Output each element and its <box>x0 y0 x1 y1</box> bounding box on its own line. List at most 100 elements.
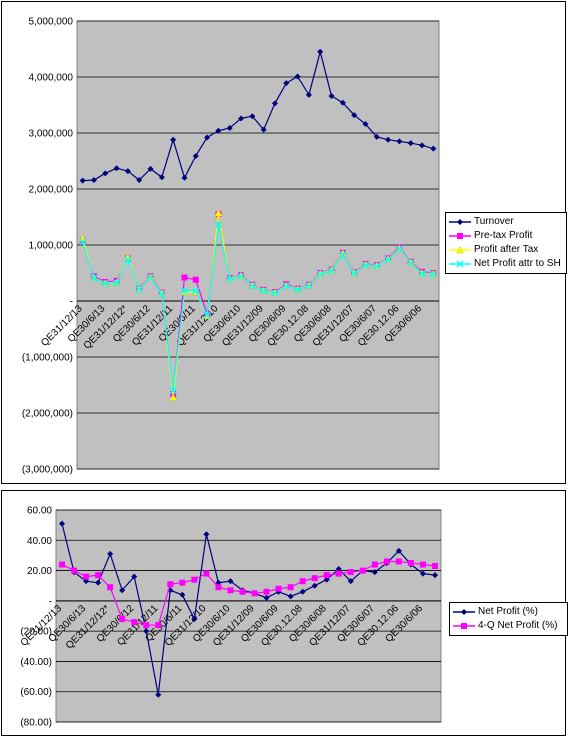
data-point <box>147 273 155 282</box>
data-point <box>119 616 126 623</box>
data-point <box>59 561 66 568</box>
data-point <box>239 588 246 595</box>
data-point <box>299 588 306 595</box>
data-point <box>83 573 90 580</box>
data-point <box>227 578 234 585</box>
data-point <box>350 270 358 278</box>
data-point <box>275 585 282 592</box>
data-point <box>249 113 256 120</box>
data-point <box>323 576 330 583</box>
legend-item-netprofit-sh: Net Profit attr to SH <box>449 257 563 271</box>
data-point <box>373 262 381 270</box>
data-point <box>135 286 143 294</box>
data-point <box>328 93 335 100</box>
data-point <box>419 570 426 577</box>
data-point <box>396 138 403 145</box>
data-point <box>143 622 150 629</box>
data-point <box>248 282 256 290</box>
series-0 <box>79 48 437 184</box>
data-point <box>323 572 330 579</box>
data-point <box>371 561 378 568</box>
data-point <box>181 274 188 281</box>
data-point <box>113 279 121 287</box>
data-point <box>226 124 233 131</box>
data-point <box>347 569 354 576</box>
data-point <box>294 286 302 294</box>
legend-key-4q-net-profit-pct <box>453 623 475 629</box>
data-point <box>407 560 414 566</box>
data-point <box>71 567 78 574</box>
data-point <box>79 238 87 246</box>
chart-panel-financials: (3,000,000) (2,000,000) (1,000,000) - 1,000,… <box>1 1 567 484</box>
data-point <box>203 311 211 319</box>
y-tick-label: (80.00) <box>20 718 52 729</box>
data-point <box>119 587 126 594</box>
legend-label: Turnover <box>474 216 514 227</box>
y-tick-label: - <box>70 297 73 308</box>
data-point <box>214 220 222 228</box>
y-tick-label: (20.00) <box>20 627 52 638</box>
y-tick-label: 1,000,000 <box>29 241 74 252</box>
data-point <box>90 177 97 184</box>
y-tick-label: 40.00 <box>27 536 52 547</box>
legend-key-turnover <box>449 219 471 225</box>
data-point <box>371 569 378 576</box>
series-line <box>82 49 434 182</box>
data-point <box>170 136 177 143</box>
data-point <box>282 282 290 290</box>
legend-label: Net Profit (%) <box>478 606 539 617</box>
data-point <box>124 256 132 264</box>
legend-key-aftertax <box>449 245 471 254</box>
data-point <box>155 691 162 698</box>
data-point <box>227 587 234 594</box>
data-point <box>101 280 109 288</box>
data-point <box>214 209 223 217</box>
data-point <box>143 628 150 635</box>
data-point <box>305 282 313 290</box>
data-point <box>311 575 318 582</box>
data-point <box>287 584 294 591</box>
data-point <box>203 531 210 538</box>
data-point <box>419 142 426 149</box>
data-point <box>407 140 414 147</box>
data-point <box>83 578 90 585</box>
data-point <box>373 133 380 140</box>
data-point <box>362 121 369 128</box>
data-point <box>316 270 324 278</box>
data-point <box>351 112 358 119</box>
data-point <box>113 165 120 172</box>
y-tick-label: (40.00) <box>20 657 52 668</box>
data-point <box>107 584 114 591</box>
data-point <box>192 287 200 295</box>
data-point <box>294 73 301 80</box>
chart-panel-margins: (80.00) (60.00) (40.00) (20.00) - 20.00 40.00 6… <box>1 490 568 736</box>
data-point <box>180 286 188 294</box>
legend-label: 4-Q Net Profit (%) <box>478 620 558 631</box>
data-point <box>169 387 177 395</box>
data-point <box>260 287 268 295</box>
data-point <box>287 593 294 600</box>
legend-key-net-profit-pct <box>453 609 475 615</box>
data-point <box>102 170 109 177</box>
data-point <box>275 588 282 595</box>
data-point <box>169 393 178 401</box>
y-tick-label: (60.00) <box>20 687 52 698</box>
y-tick-label: 5,000,000 <box>29 17 74 28</box>
data-point <box>192 152 199 159</box>
data-point <box>131 573 138 580</box>
data-point <box>395 245 403 253</box>
data-point <box>335 570 342 577</box>
data-point <box>311 582 318 589</box>
series-0 <box>59 520 438 698</box>
data-point <box>339 250 347 259</box>
data-point <box>395 558 402 565</box>
data-point <box>107 550 114 557</box>
data-point <box>431 563 438 570</box>
data-point <box>124 168 131 175</box>
data-point <box>191 576 198 583</box>
data-point <box>204 134 211 141</box>
series-3 <box>79 220 437 395</box>
y-tick-label: 2,000,000 <box>29 185 74 196</box>
data-point <box>384 256 392 264</box>
data-point <box>215 579 222 586</box>
